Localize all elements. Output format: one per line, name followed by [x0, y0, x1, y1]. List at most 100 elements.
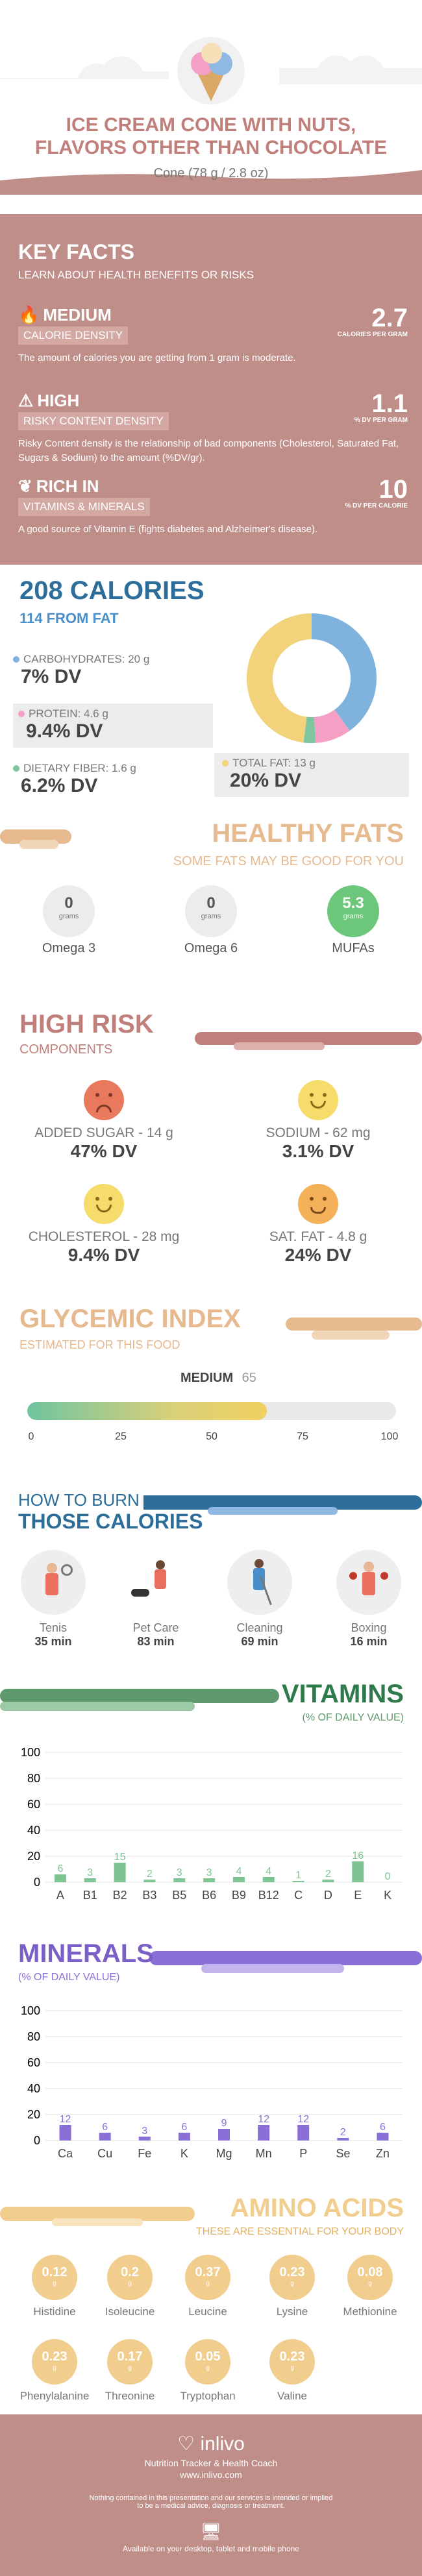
amino-name: Methionine [343, 2305, 397, 2318]
activity-boxing: Boxing 16 min [323, 1550, 414, 1649]
carbs-dot-icon [13, 656, 19, 663]
y-tick-label: 60 [27, 2056, 40, 2069]
healthy-fats-stripe [0, 829, 71, 849]
activity-name: Tenis [39, 1621, 68, 1634]
x-tick-label: B6 [202, 1889, 216, 1902]
risk-label: SAT. FAT - 4.8 g [269, 1229, 367, 1244]
fat-unit: grams [58, 913, 79, 920]
fat-name: MUFAs [332, 941, 375, 955]
amino-unit: g [368, 2280, 372, 2287]
amino-unit: g [128, 2364, 132, 2372]
fat-unit: grams [343, 913, 364, 920]
boxing-icon [336, 1550, 401, 1615]
glycemic-tick: 75 [297, 1431, 308, 1442]
x-tick-label: Se [336, 2147, 350, 2160]
amino-value-circle: 0.2 g [107, 2255, 153, 2300]
amino-name: Lysine [276, 2305, 308, 2318]
key-facts-subtitle: LEARN ABOUT HEALTH BENEFITS OR RISKS [18, 269, 254, 281]
bar [292, 1881, 304, 1882]
activity-time: 69 min [241, 1635, 279, 1648]
nutrient-label: TOTAL FAT: 13 g [232, 757, 316, 769]
bar-value-label: 9 [221, 2118, 227, 2129]
risk-dv: 24% DV [284, 1245, 352, 1265]
x-tick-label: Zn [376, 2147, 390, 2160]
amino-stripe [0, 2207, 195, 2226]
y-tick-label: 20 [27, 1850, 40, 1863]
glycemic-tick: 25 [115, 1431, 127, 1442]
x-tick-label: B2 [113, 1889, 127, 1902]
amino-value-circle: 0.05 g [185, 2339, 230, 2385]
glycemic-tick: 50 [206, 1431, 217, 1442]
sad-face-icon [84, 1080, 124, 1120]
footer-brand: ♡ inlivo [0, 2433, 422, 2455]
amino-unit: g [53, 2364, 56, 2372]
nutrient-dv: 20% DV [230, 770, 302, 791]
footer: ♡ inlivo Nutrition Tracker & Health Coac… [0, 2414, 422, 2576]
risk-label: ADDED SUGAR - 14 g [34, 1125, 173, 1140]
bar-value-label: 6 [380, 2122, 386, 2133]
bar [99, 2133, 111, 2141]
bar [297, 2125, 310, 2141]
bar-value-label: 4 [236, 1866, 242, 1877]
minerals-subtitle: (% OF DAILY VALUE) [18, 1972, 120, 1983]
amino-value-circle: 0.08 g [347, 2255, 393, 2300]
bar-value-label: 15 [114, 1852, 126, 1863]
amino-unit: g [206, 2280, 210, 2287]
amino-name: Histidine [33, 2305, 76, 2318]
amino-value: 0.23 [279, 2265, 305, 2279]
key-fact-number: 2.7 [371, 304, 408, 332]
devices-icon: 🖥 [200, 2521, 222, 2541]
burn-title-1: HOW TO BURN [18, 1490, 143, 1510]
x-tick-label: K [384, 1889, 391, 1902]
activity-time: 35 min [34, 1635, 72, 1648]
key-fact-unit: % DV PER CALORIE [345, 502, 408, 509]
page-title: ICE CREAM CONE WITH NUTS, FLAVORS OTHER … [26, 114, 396, 159]
amino-name: Phenylalanine [19, 2390, 90, 2402]
amino-item: 0.17 g Threonine [91, 2339, 169, 2403]
bar-value-label: 12 [258, 2114, 269, 2125]
risk-label: SODIUM - 62 mg [266, 1125, 371, 1140]
calories-title: 208 CALORIES [19, 576, 205, 605]
bar-value-label: 0 [385, 1871, 391, 1882]
activity-pet-care: Pet Care 83 min [110, 1550, 201, 1649]
glycemic-value: 65 [242, 1371, 256, 1385]
burn-stripe [130, 1495, 422, 1515]
nutrient-label: CARBOHYDRATES: 20 g [23, 653, 150, 665]
fat-value-circle: 0 grams [43, 885, 95, 937]
amino-item: 0.05 g Tryptophan [169, 2339, 247, 2403]
key-facts-title: KEY FACTS [18, 240, 134, 264]
glycemic-bar [27, 1402, 396, 1420]
key-fact-level: HIGH [37, 391, 80, 410]
amino-unit: g [206, 2364, 210, 2372]
vitamins-stripe [0, 1689, 279, 1711]
key-fact-description: The amount of calories you are getting f… [18, 352, 296, 363]
footer-url[interactable]: www.inlivo.com [180, 2470, 242, 2480]
cleaning-icon [227, 1550, 292, 1615]
bar [138, 2137, 151, 2141]
bar-value-label: 1 [295, 1870, 301, 1881]
footer-tagline: Nutrition Tracker & Health Coach [144, 2458, 278, 2468]
bar-value-label: 3 [177, 1867, 182, 1878]
y-tick-label: 40 [27, 1824, 40, 1837]
amino-value: 0.12 [42, 2265, 68, 2279]
key-fact-level: RICH IN [36, 476, 99, 496]
amino-item: 0.23 g Phenylalanine [16, 2339, 93, 2403]
healthy-fat-omega6: 0 grams Omega 6 [166, 885, 256, 956]
nutrient-protein: PROTEIN: 4.6 g 9.4% DV [13, 704, 213, 748]
glycemic-level: MEDIUM 65 [180, 1371, 256, 1386]
amino-item: 0.12 g Histidine [16, 2255, 93, 2318]
glycemic-tick: 0 [28, 1431, 34, 1442]
amino-value: 0.05 [195, 2349, 221, 2364]
pet-care-icon [123, 1550, 188, 1615]
amino-subtitle: THESE ARE ESSENTIAL FOR YOUR BODY [195, 2226, 404, 2237]
key-fact-level: MEDIUM [43, 305, 112, 325]
x-tick-label: B5 [172, 1889, 186, 1902]
key-fact-vitamins-minerals: ❦ RICH IN VITAMINS & MINERALS 10% DV PER … [18, 476, 408, 537]
x-tick-label: B12 [258, 1889, 279, 1902]
amino-name: Isoleucine [105, 2305, 155, 2318]
key-fact-label: RISKY CONTENT DENSITY [18, 412, 169, 430]
amino-item: 0.23 g Lysine [253, 2255, 331, 2318]
happy-face-icon [84, 1184, 124, 1224]
bar-value-label: 6 [181, 2122, 187, 2133]
key-fact-calorie-density: 🔥 MEDIUM CALORIE DENSITY 2.7 CALORIES PER … [18, 305, 408, 365]
